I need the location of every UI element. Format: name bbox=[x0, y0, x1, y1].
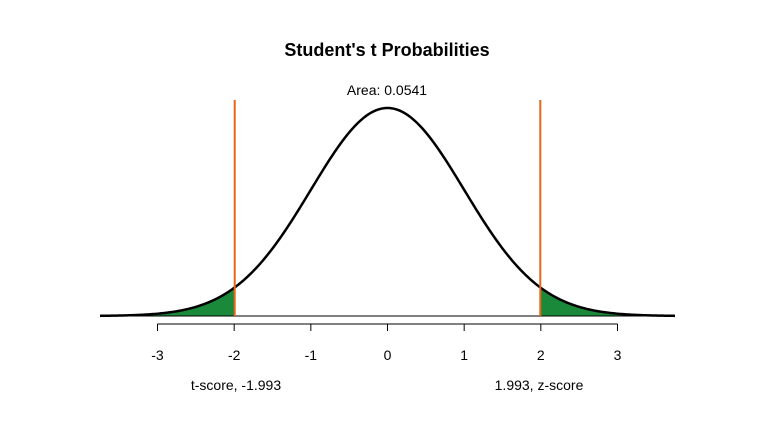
left-score-label: t-score, -1.993 bbox=[191, 377, 281, 393]
density-curve bbox=[99, 106, 676, 318]
x-tick-label: -1 bbox=[305, 347, 318, 363]
x-tick-label: 2 bbox=[537, 347, 545, 363]
x-tick-label: 3 bbox=[614, 347, 622, 363]
right-score-label: 1.993, z-score bbox=[495, 377, 584, 393]
chart-title: Student's t Probabilities bbox=[284, 40, 489, 60]
shaded-tail-regions bbox=[100, 287, 675, 316]
right-tail-shade bbox=[540, 287, 675, 316]
left-tail-shade bbox=[100, 287, 235, 316]
cutoff-lines bbox=[233, 100, 542, 316]
x-tick-label: 0 bbox=[384, 347, 392, 363]
x-axis: -3 -2 -1 0 1 2 3 bbox=[151, 323, 622, 363]
area-label: Area: 0.0541 bbox=[347, 82, 427, 98]
x-tick-label: -2 bbox=[228, 347, 241, 363]
x-tick-label: 1 bbox=[460, 347, 468, 363]
x-tick-label: -3 bbox=[151, 347, 164, 363]
